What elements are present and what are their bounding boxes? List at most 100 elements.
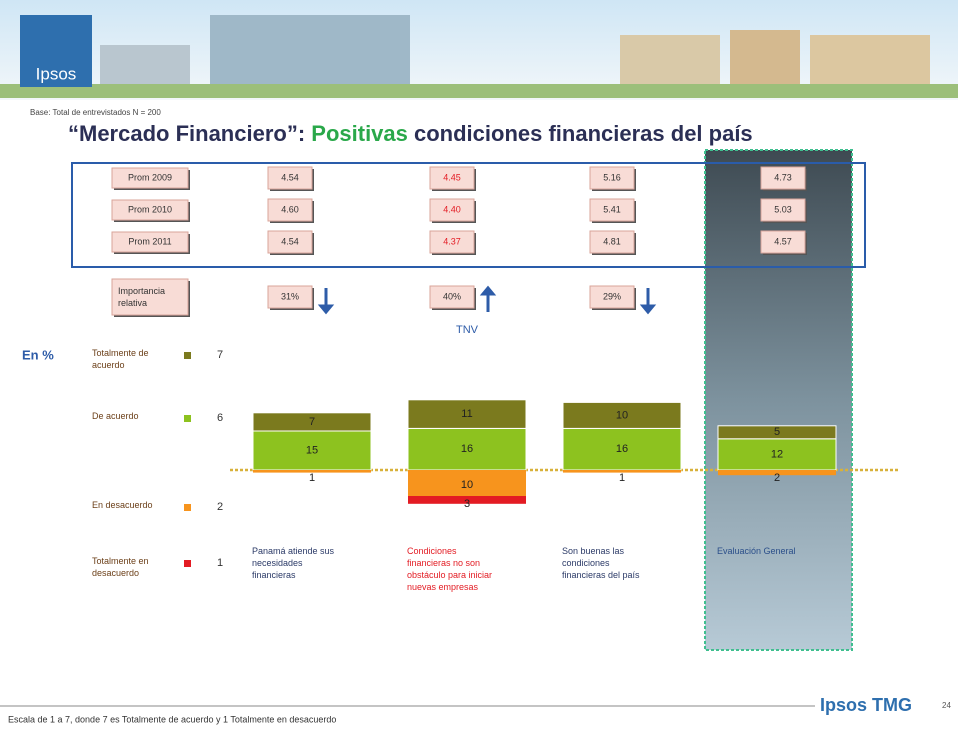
average-value: 4.54 xyxy=(281,172,299,182)
bar-segment xyxy=(407,399,527,429)
average-value: 4.60 xyxy=(281,204,299,214)
highlight-column xyxy=(704,149,853,651)
building xyxy=(730,30,800,85)
building xyxy=(810,35,930,85)
average-box xyxy=(589,198,635,222)
bar-segment xyxy=(717,425,837,440)
average-value: 4.40 xyxy=(443,204,461,214)
legend-label: Totalmente de acuerdo xyxy=(92,348,149,370)
trend-arrow xyxy=(479,285,497,312)
trend-arrow xyxy=(639,288,657,315)
building xyxy=(620,35,720,85)
legend-label: Totalmente en desacuerdo xyxy=(92,556,149,578)
bar-segment xyxy=(562,401,682,429)
bar-segment xyxy=(253,470,371,473)
page-number: 24 xyxy=(942,701,951,710)
average-box xyxy=(267,230,313,254)
row-label: Prom 2009 xyxy=(128,172,172,182)
base-note: Base: Total de entrevistados N = 200 xyxy=(30,108,161,117)
ground xyxy=(0,84,958,98)
importance-value: 40% xyxy=(443,291,461,301)
trend-arrow xyxy=(317,288,335,315)
tnv-note: TNV xyxy=(456,324,479,336)
averages-frame xyxy=(71,162,866,268)
average-value: 4.37 xyxy=(443,236,461,246)
bar-label: 15 xyxy=(306,444,318,456)
legend-swatch xyxy=(184,352,191,359)
bar-label: 16 xyxy=(616,443,628,455)
bar-segment xyxy=(408,496,526,504)
bar-segment xyxy=(718,470,836,476)
average-box xyxy=(429,230,475,254)
average-box xyxy=(429,198,475,222)
importance-value: 29% xyxy=(603,291,621,301)
legend-scale: 6 xyxy=(217,412,223,424)
title-part: “Mercado Financiero”: xyxy=(68,121,311,146)
bar-label: 1 xyxy=(619,472,625,484)
importance-box xyxy=(589,285,635,309)
bar-segment xyxy=(252,412,372,432)
logo-text: Ipsos xyxy=(36,64,77,83)
building xyxy=(100,45,190,85)
row-label-box xyxy=(111,167,189,189)
legend-scale: 1 xyxy=(217,557,223,569)
importance-box xyxy=(267,285,313,309)
brand: Ipsos TMG xyxy=(820,695,912,715)
legend-swatch xyxy=(184,415,191,422)
legend-scale: 7 xyxy=(217,349,223,361)
row-label-box xyxy=(111,231,189,253)
building xyxy=(210,15,410,85)
average-value: 4.81 xyxy=(603,236,621,246)
title-highlight: Positivas xyxy=(311,121,408,146)
unit-label: En % xyxy=(22,347,54,362)
importance-box xyxy=(429,285,475,309)
row-label: Prom 2010 xyxy=(128,204,172,214)
average-box xyxy=(267,198,313,222)
importance-label: Importancia relativa xyxy=(118,286,166,308)
importance-label-box xyxy=(111,278,189,316)
average-box xyxy=(267,166,313,190)
bar-label: 12 xyxy=(771,448,783,460)
average-value: 4.73 xyxy=(774,172,792,182)
bar-segment xyxy=(408,470,526,496)
legend-label: De acuerdo xyxy=(92,411,139,421)
bar-label: 2 xyxy=(774,472,780,484)
legend-swatch xyxy=(184,504,191,511)
row-label-box xyxy=(111,199,189,221)
logo xyxy=(20,15,92,87)
category-label: Son buenas las condiciones financieras d… xyxy=(562,546,640,580)
average-value: 5.16 xyxy=(603,172,621,182)
average-value: 5.03 xyxy=(774,204,792,214)
bar-segment xyxy=(563,470,681,473)
category-label: Evaluación General xyxy=(717,546,796,556)
legend-swatch xyxy=(184,560,191,567)
average-box xyxy=(429,166,475,190)
average-value: 4.45 xyxy=(443,172,461,182)
bar-label: 16 xyxy=(461,443,473,455)
average-box xyxy=(760,198,806,222)
bar-label: 10 xyxy=(461,479,473,491)
legend-scale: 2 xyxy=(217,501,223,513)
bar-label: 10 xyxy=(616,409,628,421)
average-value: 4.54 xyxy=(281,236,299,246)
average-box xyxy=(760,166,806,190)
legend-label: En desacuerdo xyxy=(92,500,153,510)
bar-label: 11 xyxy=(461,408,472,420)
category-label: Condiciones financieras no son obstáculo… xyxy=(407,546,493,592)
bar-label: 1 xyxy=(309,472,315,484)
importance-value: 31% xyxy=(281,291,299,301)
average-value: 4.57 xyxy=(774,236,792,246)
title-part: condiciones financieras del país xyxy=(408,121,753,146)
slide-title: “Mercado Financiero”: Positivas condicio… xyxy=(68,121,753,146)
average-box xyxy=(589,230,635,254)
average-box xyxy=(760,230,806,254)
average-value: 5.41 xyxy=(603,204,621,214)
bar-label: 3 xyxy=(464,498,470,510)
average-box xyxy=(589,166,635,190)
bar-label: 5 xyxy=(774,426,780,438)
bar-label: 7 xyxy=(309,416,315,428)
row-label: Prom 2011 xyxy=(128,236,171,246)
footer-note: Escala de 1 a 7, donde 7 es Totalmente d… xyxy=(8,714,336,724)
